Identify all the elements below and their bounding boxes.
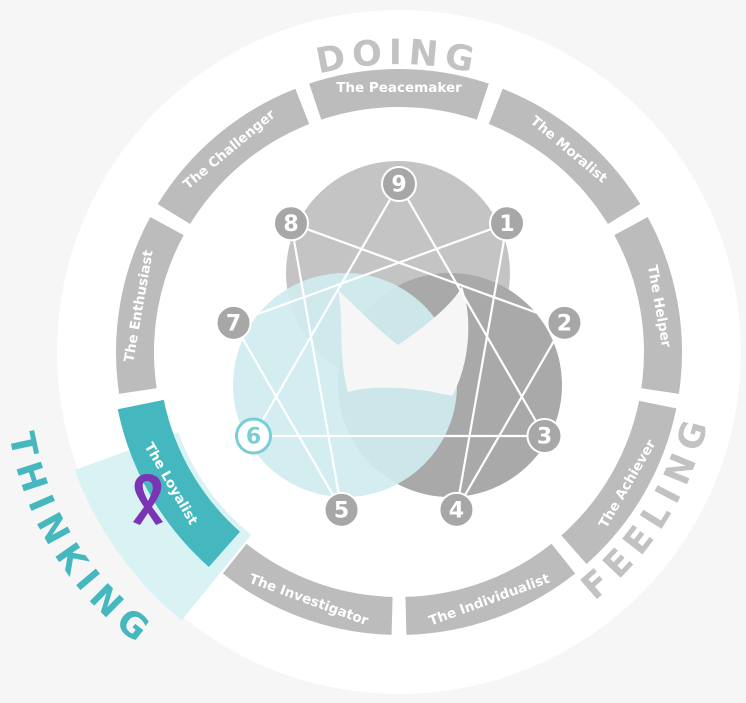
node-9[interactable]: 9 <box>381 166 417 202</box>
node-8[interactable]: 8 <box>273 205 310 242</box>
thinking-center-circle <box>233 273 457 497</box>
node-number: 6 <box>246 425 261 450</box>
node-3[interactable]: 3 <box>526 418 563 454</box>
node-7[interactable]: 7 <box>215 304 252 341</box>
connection-line <box>398 183 546 437</box>
segment-type-7[interactable]: The Enthusiast <box>115 216 184 394</box>
segment-type-2[interactable]: The Helper <box>614 216 682 394</box>
inner-core <box>338 286 469 396</box>
node-number: 5 <box>334 498 349 523</box>
node-number: 2 <box>557 311 572 336</box>
thinking-wedge <box>74 432 252 621</box>
connection-line <box>289 223 343 511</box>
segment-type-9[interactable]: The Peacemaker <box>309 69 489 120</box>
segment-label: The Peacemaker <box>336 80 462 96</box>
node-number: 4 <box>449 498 464 523</box>
node-number: 8 <box>283 212 298 237</box>
node-1[interactable]: 1 <box>488 205 525 242</box>
node-number: 1 <box>499 212 514 237</box>
node-number: 7 <box>226 311 241 336</box>
connection-line <box>455 223 509 511</box>
node-2[interactable]: 2 <box>546 304 583 341</box>
node-number: 3 <box>537 425 552 450</box>
connection-line <box>290 222 565 324</box>
node-5[interactable]: 5 <box>323 491 360 528</box>
connection-line <box>455 322 566 511</box>
connection-line <box>252 183 400 437</box>
node-6[interactable]: 6 <box>235 417 273 455</box>
connection-line <box>233 222 508 324</box>
awareness-ribbon-icon <box>133 474 163 525</box>
connection-line <box>232 322 343 511</box>
node-number: 9 <box>391 173 406 198</box>
node-4[interactable]: 4 <box>438 491 475 528</box>
